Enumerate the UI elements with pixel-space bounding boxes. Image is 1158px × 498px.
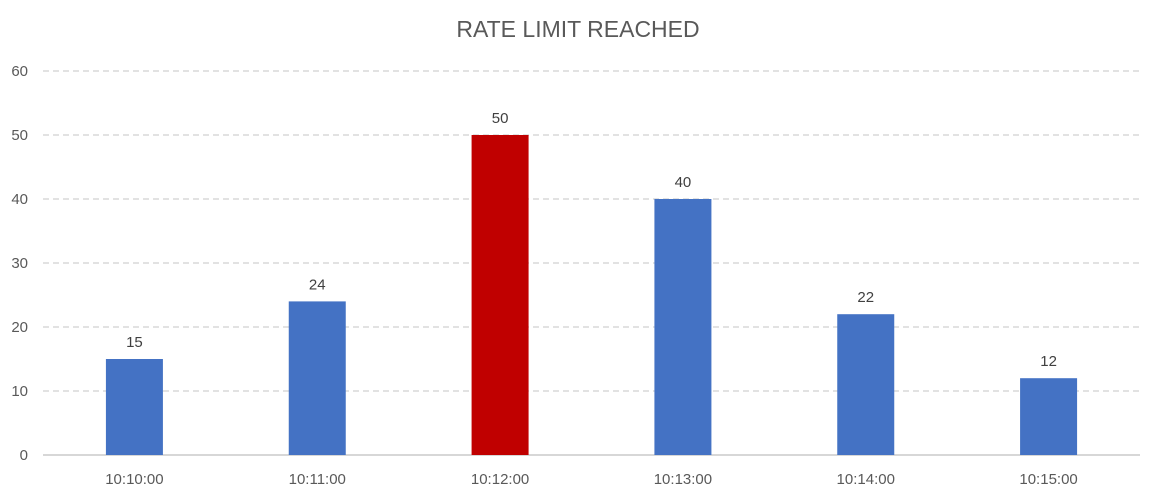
y-tick-label: 30 bbox=[11, 255, 28, 272]
bar-10-10-00 bbox=[105, 359, 163, 455]
data-label: 22 bbox=[857, 289, 874, 306]
data-label: 40 bbox=[675, 174, 692, 191]
bar-10-14-00 bbox=[837, 314, 895, 455]
y-axis: 0 10 20 30 40 50 60 bbox=[11, 63, 1140, 464]
y-tick-label: 20 bbox=[11, 319, 28, 336]
gridlines bbox=[43, 70, 1140, 392]
x-tick-label: 10:13:00 bbox=[654, 471, 712, 488]
data-labels: 15 24 50 40 22 12 bbox=[126, 110, 1057, 370]
bars bbox=[105, 135, 1078, 455]
y-tick-label: 60 bbox=[11, 63, 28, 80]
data-label: 24 bbox=[309, 276, 326, 293]
y-tick-label: 50 bbox=[11, 127, 28, 144]
x-tick-label: 10:11:00 bbox=[289, 471, 346, 488]
x-tick-label: 10:14:00 bbox=[837, 471, 895, 488]
x-axis: 10:10:00 10:11:00 10:12:00 10:13:00 10:14:00… bbox=[105, 471, 1078, 488]
y-tick-label: 10 bbox=[11, 383, 28, 400]
data-label: 15 bbox=[126, 334, 143, 351]
bar-10-13-00 bbox=[654, 199, 712, 455]
x-tick-label: 10:15:00 bbox=[1019, 471, 1077, 488]
x-tick-label: 10:12:00 bbox=[471, 471, 529, 488]
bar-10-11-00 bbox=[288, 301, 346, 455]
y-tick-label: 0 bbox=[20, 447, 28, 464]
data-label: 50 bbox=[492, 110, 509, 127]
x-tick-label: 10:10:00 bbox=[105, 471, 163, 488]
bar-10-15-00 bbox=[1020, 378, 1078, 455]
y-tick-label: 40 bbox=[11, 191, 28, 208]
data-label: 12 bbox=[1040, 353, 1057, 370]
bar-10-12-00 bbox=[471, 135, 529, 455]
chart-title: RATE LIMIT REACHED bbox=[456, 16, 699, 42]
